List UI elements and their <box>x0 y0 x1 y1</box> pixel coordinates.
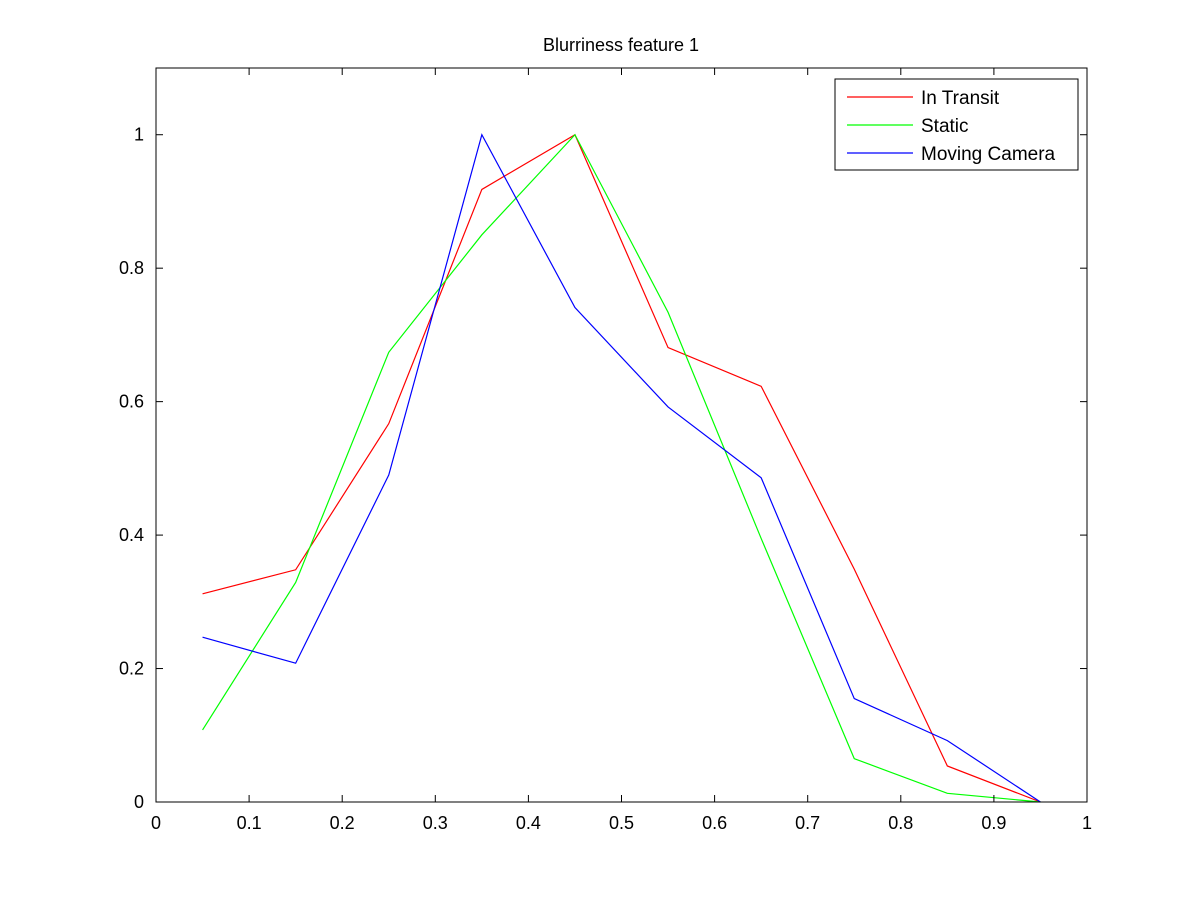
chart-title: Blurriness feature 1 <box>543 35 699 55</box>
legend: In Transit Static Moving Camera <box>834 78 1079 171</box>
x-tick-label: 0.2 <box>330 813 355 833</box>
y-tick-label: 0.4 <box>119 525 144 545</box>
y-tick-label: 0 <box>134 792 144 812</box>
series-layer <box>202 133 1041 803</box>
x-tick-label: 0.4 <box>516 813 541 833</box>
x-tick-label: 1 <box>1082 813 1092 833</box>
legend-label-in-transit: In Transit <box>921 88 1000 109</box>
axis-layer: 0 0.1 0.2 0.3 0.4 0.5 0.6 0.7 0.8 0.9 1 0 0.2 0.4 0.6 0… <box>119 68 1092 833</box>
x-tick-label: 0.3 <box>423 813 448 833</box>
x-tick-label: 0.1 <box>237 813 262 833</box>
legend-label-moving-camera: Moving Camera <box>921 144 1056 165</box>
x-tick-label: 0.9 <box>981 813 1006 833</box>
x-tick-label: 0.6 <box>702 813 727 833</box>
series-line-in-transit <box>202 133 1041 803</box>
x-tick-label: 0 <box>151 813 161 833</box>
y-tick-label: 0.2 <box>119 659 144 679</box>
legend-label-static: Static <box>921 116 969 137</box>
series-line-moving-camera <box>202 133 1041 803</box>
y-tick-label: 0.8 <box>119 258 144 278</box>
x-tick-label: 0.7 <box>795 813 820 833</box>
series-line-static <box>202 133 1041 803</box>
x-tick-label: 0.5 <box>609 813 634 833</box>
y-tick-label: 1 <box>134 125 144 145</box>
y-tick-label: 0.6 <box>119 392 144 412</box>
x-tick-label: 0.8 <box>888 813 913 833</box>
